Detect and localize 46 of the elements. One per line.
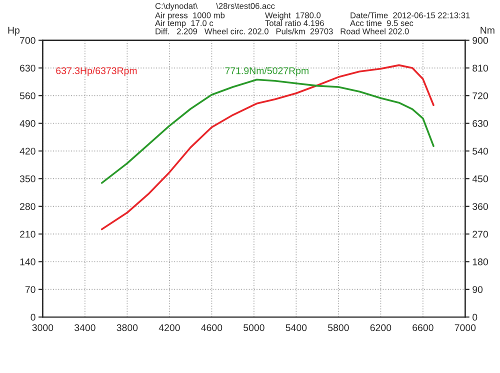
series-label: 771.9Nm/5027Rpm: [225, 67, 308, 76]
y-tick-label: 700: [20, 37, 36, 44]
x-tick-label: 5400: [286, 324, 307, 332]
y2-tick-label: 900: [472, 37, 488, 44]
y-tick-label: 490: [20, 120, 36, 127]
x-tick-label: 6600: [412, 324, 434, 332]
x-tick-label: 6200: [370, 324, 392, 332]
y-tick-label: 280: [20, 203, 36, 210]
x-tick-label: 5800: [328, 324, 349, 332]
y-tick-label: 140: [20, 258, 36, 266]
x-tick-label: 5000: [244, 324, 264, 332]
x-tick-label: 4600: [201, 324, 222, 332]
y2-tick-label: 810: [472, 64, 488, 72]
y-tick-label: 420: [20, 148, 36, 155]
y2-axis-title: Nm: [480, 26, 494, 34]
y-tick-label: 0: [30, 314, 36, 321]
y2-tick-label: 90: [472, 286, 483, 293]
y-tick-label: 560: [20, 92, 36, 100]
y2-tick-label: 180: [472, 258, 488, 266]
x-tick-label: 3400: [74, 324, 96, 332]
y2-tick-label: 630: [472, 120, 488, 127]
text: Total ratio 4.196: [265, 20, 324, 26]
text: Weight 1780.0: [265, 12, 321, 20]
text: Acc time 9.5 sec: [350, 20, 414, 26]
line-series: [100, 78, 434, 184]
y-tick-label: 70: [25, 286, 36, 293]
x-tick-label: 7000: [454, 324, 476, 332]
y2-tick-label: 450: [472, 175, 488, 182]
y-tick-label: 210: [20, 230, 36, 238]
x-tick-label: 3800: [116, 324, 138, 332]
y2-tick-label: 720: [472, 92, 488, 100]
y-axis-title: Hp: [8, 26, 20, 36]
x-tick-label: 4200: [158, 324, 180, 332]
y2-tick-label: 360: [472, 203, 488, 210]
text: Air press 1000 mb: [155, 12, 225, 20]
text: C:\dynodat\ \28rs\test06.acc: [155, 2, 275, 11]
text: Diff. 2.209 Wheel circ. 202.0 Puls/km 29703 Road Wheel 202.0: [156, 28, 409, 34]
y-tick-label: 350: [20, 175, 36, 182]
y2-tick-label: 540: [472, 148, 488, 155]
x-tick-label: 3000: [32, 324, 54, 332]
y2-tick-label: 270: [472, 230, 488, 238]
text: Date/Time 2012-06-15 22:13:31: [350, 12, 470, 18]
text: 637.3Hp/6373Rpm: [56, 67, 137, 76]
y2-tick-label: 0: [472, 314, 478, 321]
y-tick-label: 630: [20, 64, 36, 72]
text: Air temp 17.0 c: [155, 20, 214, 28]
